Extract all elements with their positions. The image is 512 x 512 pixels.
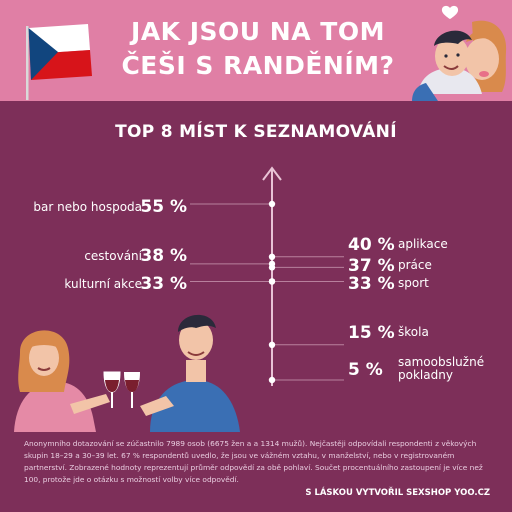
label-prace: práce bbox=[398, 258, 432, 272]
value-sport: 33 % bbox=[348, 274, 395, 294]
value-bar-nebo-hospoda: 55 % bbox=[140, 197, 187, 217]
value-aplikace: 40 % bbox=[348, 235, 395, 255]
header-band: JAK JSOU NA TOM ČEŠI S RANDĚNÍM? bbox=[0, 0, 512, 101]
main-title-line-2: ČEŠI S RANDĚNÍM? bbox=[121, 51, 395, 80]
couple-illustration-icon bbox=[412, 5, 507, 101]
data-point bbox=[268, 278, 276, 285]
axis-arrow-icon bbox=[262, 166, 282, 181]
value-kulturni-akce: 33 % bbox=[140, 274, 187, 294]
czech-flag-icon bbox=[26, 24, 92, 100]
main-title-line-1: JAK JSOU NA TOM bbox=[131, 17, 385, 46]
label-sport: sport bbox=[398, 276, 429, 290]
value-samoobsluzne-pokladny: 5 % bbox=[348, 360, 383, 380]
label-kulturni-akce: kulturní akce bbox=[64, 277, 142, 291]
data-point bbox=[268, 376, 276, 384]
data-point bbox=[268, 253, 276, 260]
data-point bbox=[268, 341, 276, 348]
value-cestovani: 38 % bbox=[140, 246, 187, 266]
label-bar-nebo-hospoda: bar nebo hospoda bbox=[33, 200, 142, 214]
value-prace: 37 % bbox=[348, 256, 395, 276]
label-samoobsluzne-pokladny: samoobslužné pokladny bbox=[398, 355, 485, 382]
credit-text: S LÁSKOU VYTVOŘIL SEXSHOP YOO.CZ bbox=[305, 488, 490, 498]
label-cestovani: cestování bbox=[84, 249, 142, 263]
label-aplikace: aplikace bbox=[398, 237, 448, 251]
data-point bbox=[268, 264, 276, 271]
label-skola: škola bbox=[398, 325, 429, 339]
methodology-footnote: Anonymního dotazování se zúčastnilo 7989… bbox=[24, 439, 483, 484]
data-point bbox=[268, 200, 276, 208]
toasting-couple-illustration-icon bbox=[14, 314, 240, 432]
value-skola: 15 % bbox=[348, 323, 395, 343]
chart-title: TOP 8 MÍST K SEZNAMOVÁNÍ bbox=[115, 122, 397, 142]
